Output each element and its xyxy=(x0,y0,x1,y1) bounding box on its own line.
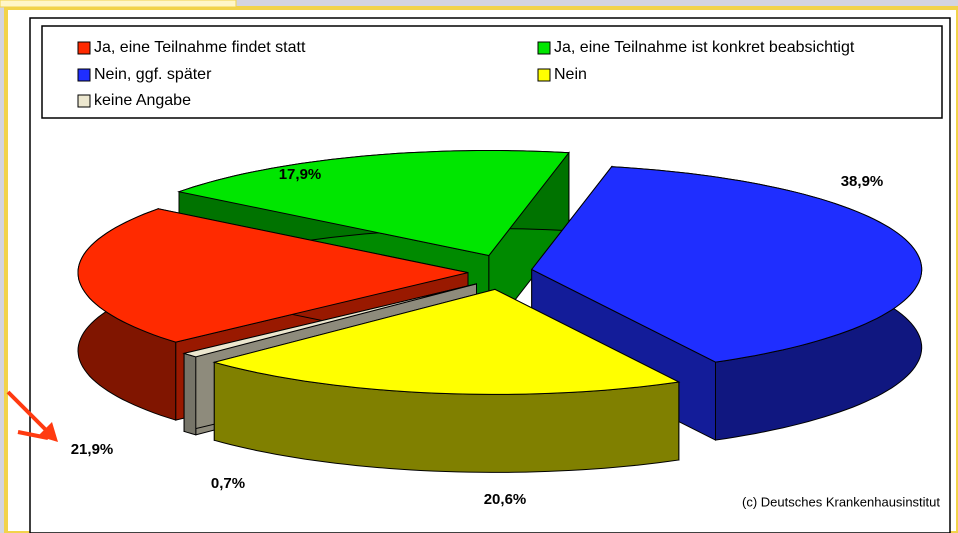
value-label: 17,9% xyxy=(279,166,322,183)
legend-label: Ja, eine Teilnahme ist konkret beabsicht… xyxy=(554,39,855,56)
legend-label: Ja, eine Teilnahme findet statt xyxy=(94,39,306,56)
legend-swatch xyxy=(77,41,91,55)
legend-label: Nein xyxy=(554,66,587,83)
legend: Ja, eine Teilnahme findet statt Ja, eine … xyxy=(77,39,855,109)
legend-swatch xyxy=(537,68,551,82)
legend-swatch xyxy=(537,41,551,55)
arrow-annotation xyxy=(6,390,58,442)
pie xyxy=(77,150,923,473)
slice-top xyxy=(212,288,681,395)
slice-wall xyxy=(183,352,197,436)
legend-swatch xyxy=(77,68,91,82)
slice xyxy=(212,288,681,473)
slice-top xyxy=(530,166,923,363)
legend-box xyxy=(41,25,943,119)
value-label: 0,7% xyxy=(211,475,245,492)
value-label: 20,6% xyxy=(484,491,527,508)
slice-top xyxy=(182,283,477,358)
legend-swatch xyxy=(77,94,91,108)
slice-top xyxy=(177,150,570,257)
legend-label: keine Angabe xyxy=(94,92,191,109)
slice-top xyxy=(77,208,469,343)
value-label: 21,9% xyxy=(71,441,114,458)
credit: (c) Deutsches Krankenhausinstitut xyxy=(742,494,940,509)
slice xyxy=(530,165,923,441)
tab xyxy=(0,0,237,8)
value-labels: 21,9% 17,9% 38,9% 20,6% 0,7% xyxy=(71,166,884,508)
value-label: 38,9% xyxy=(841,173,884,190)
legend-label: Nein, ggf. später xyxy=(94,66,212,83)
